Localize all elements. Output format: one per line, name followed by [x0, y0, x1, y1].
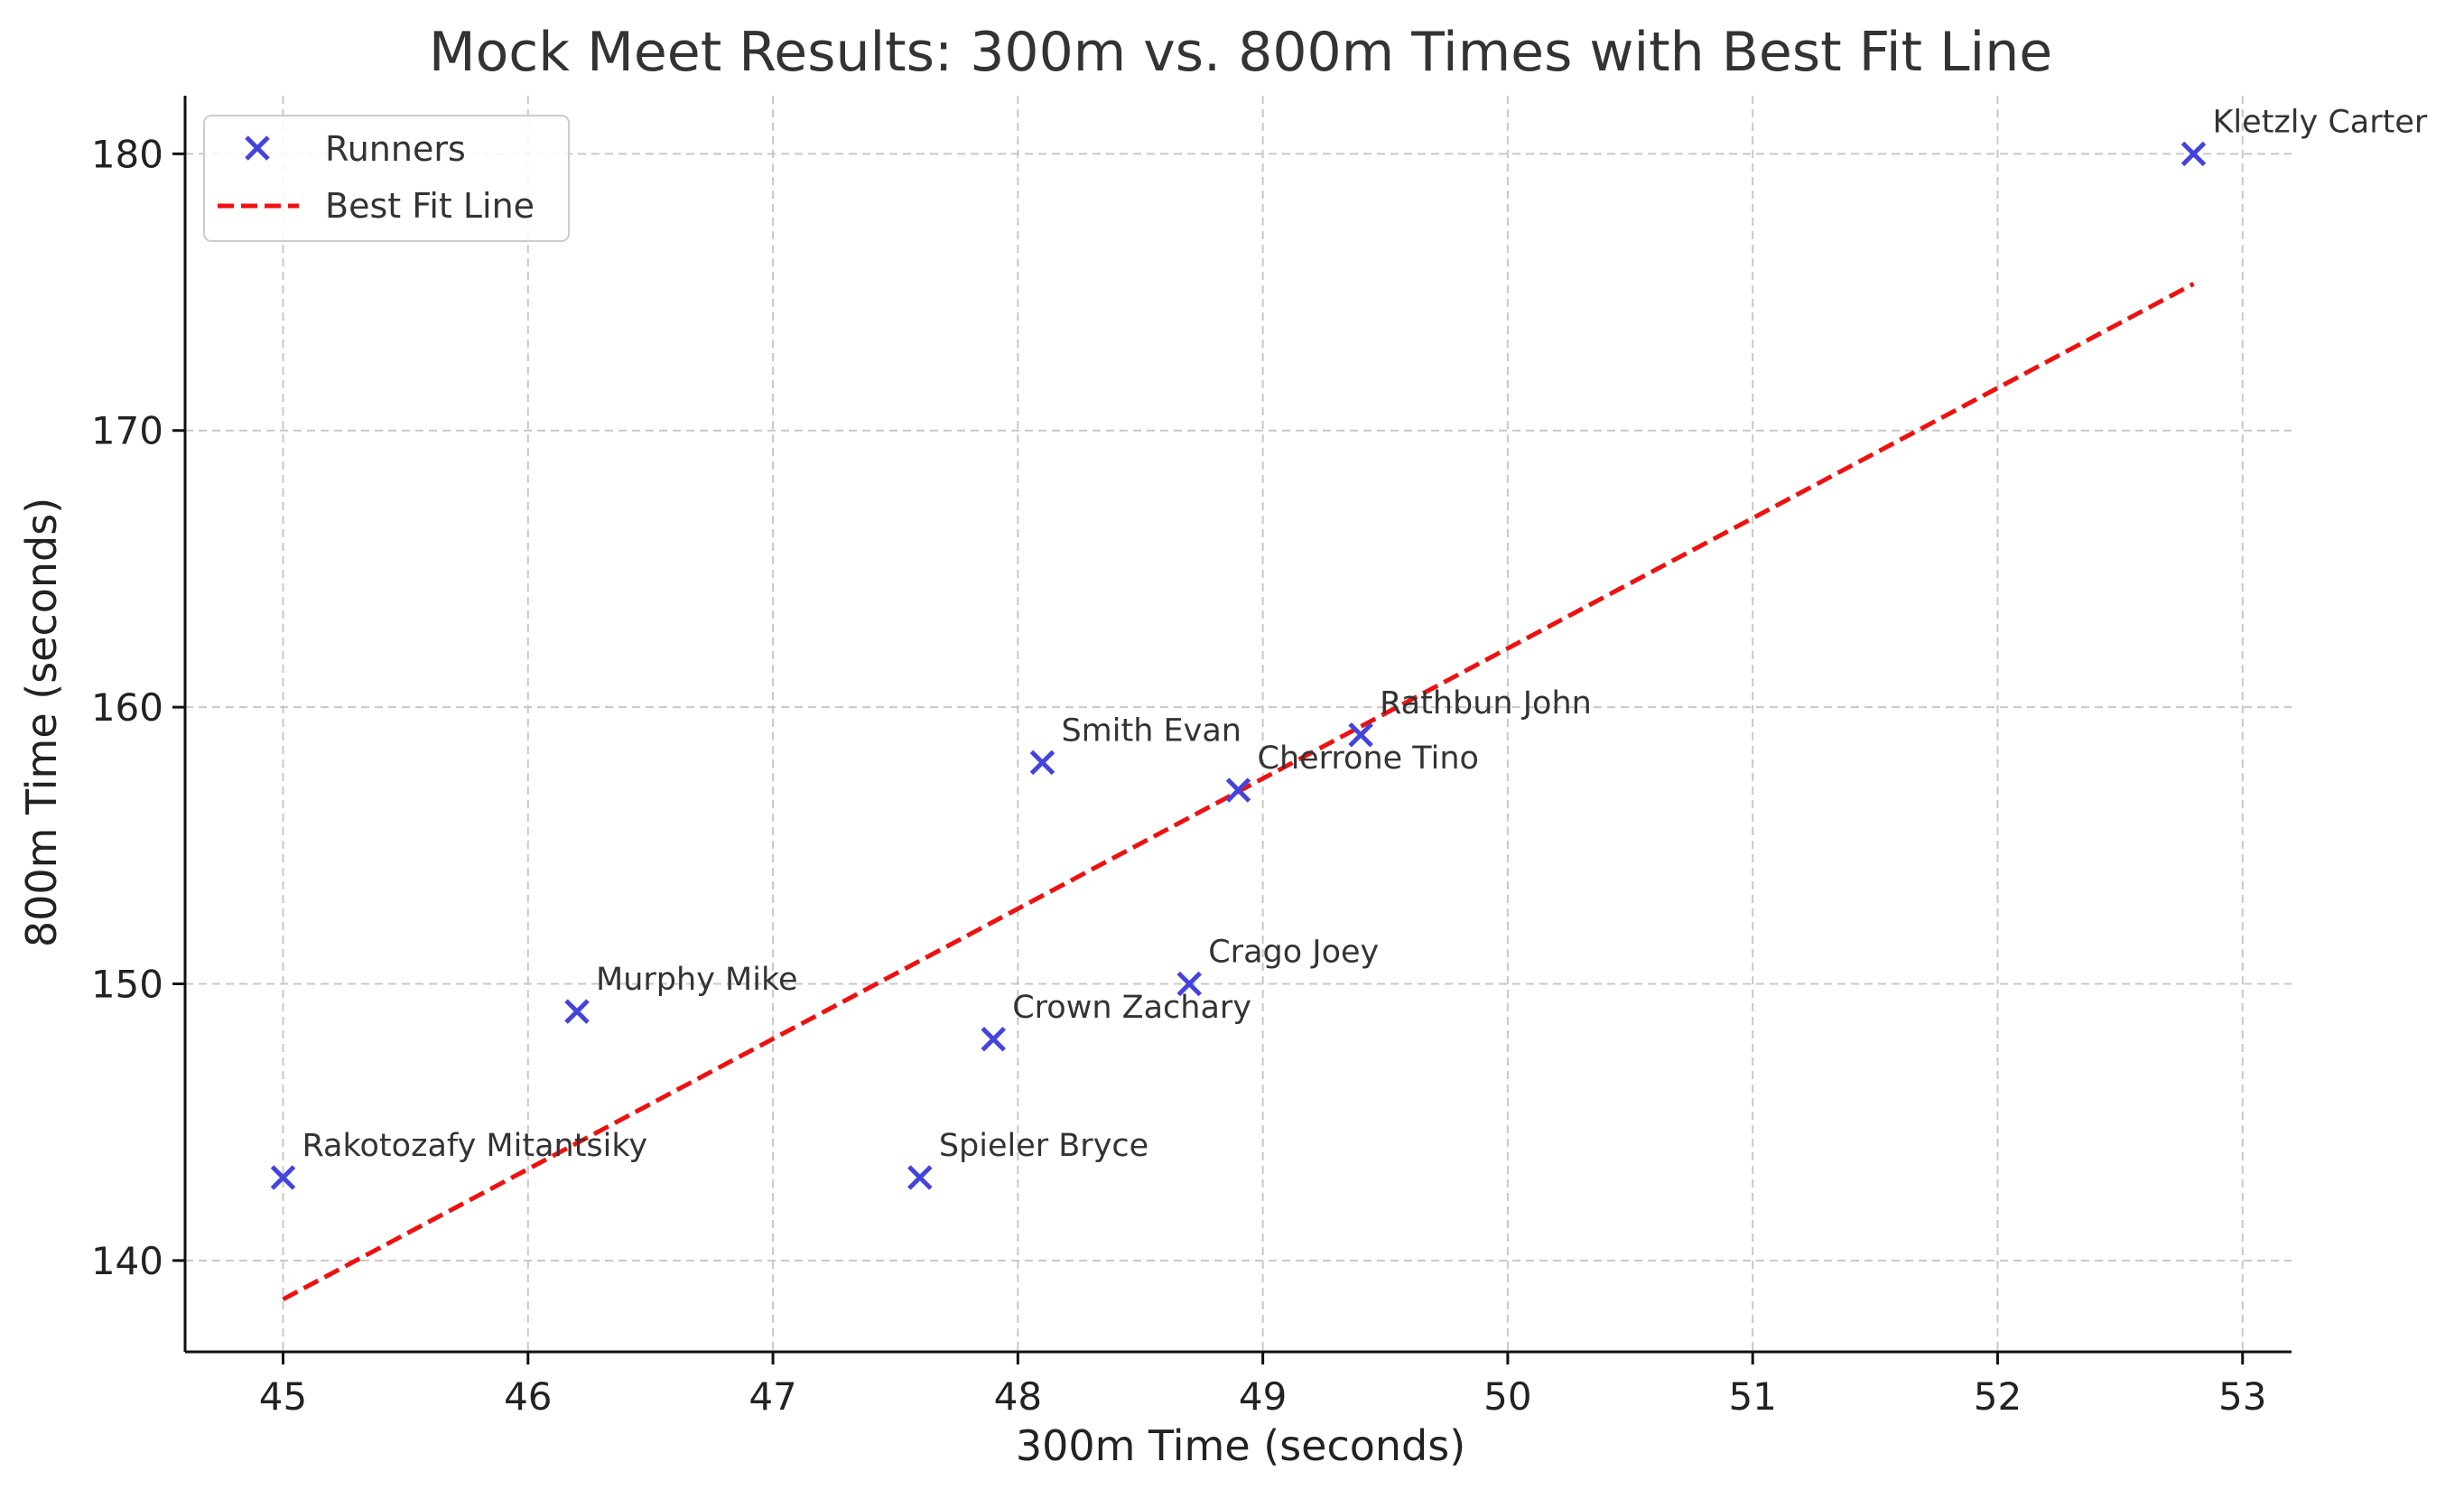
x-tick-label: 48 [994, 1374, 1042, 1419]
y-tick-label: 180 [91, 132, 163, 176]
point-label: Crown Zachary [1012, 990, 1251, 1026]
x-tick-label: 46 [504, 1374, 552, 1419]
legend-box [203, 115, 570, 242]
data-point [981, 1027, 1006, 1052]
data-point [564, 999, 590, 1024]
x-tick-label: 45 [259, 1374, 307, 1419]
chart-title: Mock Meet Results: 300m vs. 800m Times w… [429, 21, 2052, 84]
x-tick-label: 49 [1239, 1374, 1287, 1419]
x-tick-label: 52 [1974, 1374, 2022, 1419]
y-tick-label: 160 [91, 685, 163, 730]
x-axis-label: 300m Time (seconds) [1016, 1421, 1465, 1470]
grid-lines [185, 96, 2292, 1352]
legend-label-best-fit: Best Fit Line [325, 186, 535, 226]
point-label: Crago Joey [1208, 935, 1379, 971]
point-label: Smith Evan [1061, 712, 1241, 749]
data-point [270, 1165, 296, 1190]
y-tick-label: 140 [91, 1239, 163, 1283]
data-point [1225, 778, 1251, 803]
point-label: Spieler Bryce [939, 1128, 1148, 1164]
point-label: Rakotozafy Mitantsiky [302, 1128, 648, 1164]
x-tick-label: 47 [748, 1374, 796, 1419]
x-tick-label: 53 [2218, 1374, 2266, 1419]
point-label: Cherrone Tino [1258, 740, 1479, 777]
data-point [1348, 722, 1373, 748]
y-tick-label: 170 [91, 409, 163, 453]
x-tick-label: 50 [1483, 1374, 1531, 1419]
data-point [907, 1165, 933, 1190]
y-axis-label: 800m Time (seconds) [17, 498, 66, 947]
data-point [1176, 971, 1203, 997]
x-tick-label: 51 [1728, 1374, 1776, 1419]
y-tick-label: 150 [91, 963, 163, 1007]
legend: Runners Best Fit Line [203, 115, 570, 242]
legend-marker-runners [245, 135, 270, 161]
data-point [1029, 750, 1055, 776]
point-label: Murphy Mike [596, 962, 797, 998]
data-point [2180, 141, 2207, 167]
data-points: Rakotozafy Mitantsiky Murphy Mike Spieler … [270, 104, 2428, 1190]
point-label: Rathbun John [1380, 685, 1592, 722]
axes [183, 96, 2292, 1354]
ticks: 45 46 47 48 49 50 51 52 53 140 150 160 170 180 [91, 132, 2267, 1419]
legend-label-runners: Runners [325, 129, 466, 169]
point-label: Kletzly Carter [2212, 104, 2427, 140]
